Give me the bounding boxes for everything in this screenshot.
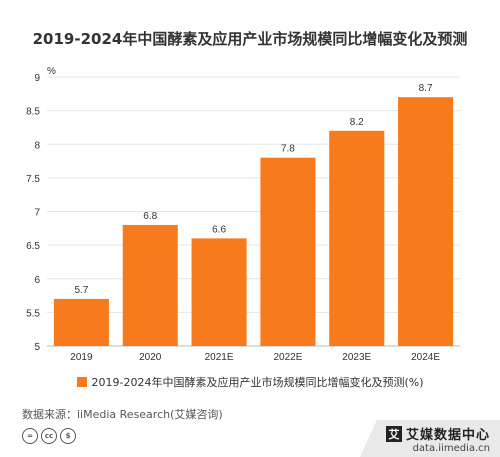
- y-tick-label: 6.5: [26, 241, 40, 252]
- brand-domain: data.iimedia.cn: [412, 443, 490, 454]
- bar: [398, 97, 454, 346]
- bars: [53, 97, 454, 346]
- data-label: 7.8: [281, 144, 295, 155]
- x-tick-label: 2021E: [205, 352, 234, 363]
- brand-band: [360, 420, 500, 457]
- y-tick-label: 8.5: [26, 107, 40, 118]
- brand-logo-icon: 艾: [385, 425, 402, 442]
- y-tick-label: 5: [34, 342, 40, 353]
- y-tick-label: 8: [34, 140, 40, 151]
- x-tick-label: 2019: [70, 352, 93, 363]
- license-icons: = cc $: [22, 428, 76, 444]
- x-tick-label: 2023E: [342, 352, 371, 363]
- legend: 2019-2024年中国酵素及应用产业市场规模同比增幅变化及预测(%): [0, 374, 500, 390]
- y-tick-label: 7.5: [26, 174, 40, 185]
- y-tick-label: 7: [34, 208, 40, 219]
- cc-dollar-icon: $: [60, 428, 76, 444]
- legend-swatch: [76, 377, 87, 387]
- legend-label: 2019-2024年中国酵素及应用产业市场规模同比增幅变化及预测(%): [91, 376, 424, 389]
- source-note: 数据来源：iiMedia Research(艾媒咨询): [22, 408, 223, 421]
- data-label: 8.2: [350, 117, 364, 128]
- data-label: 6.6: [212, 224, 226, 235]
- y-tick-label: 9: [34, 73, 40, 84]
- bar: [329, 130, 385, 346]
- y-axis: 5 5.5 6 6.5 7 7.5 8 8.5 9: [26, 73, 460, 353]
- data-label: 6.8: [143, 211, 157, 222]
- bar: [53, 298, 109, 346]
- y-unit-label: %: [47, 66, 56, 77]
- data-label: 5.7: [74, 285, 88, 296]
- y-tick-label: 6: [34, 275, 40, 286]
- bar: [260, 157, 316, 346]
- bar: [191, 238, 247, 346]
- cc-equal-icon: =: [22, 428, 38, 444]
- y-tick-label: 5.5: [26, 308, 40, 319]
- data-label: 8.7: [419, 83, 433, 94]
- chart-title: 2019-2024年中国酵素及应用产业市场规模同比增幅变化及预测: [32, 30, 468, 48]
- bar: [122, 224, 178, 346]
- value-labels: 5.7 6.8 6.6 7.8 8.2 8.7: [74, 83, 433, 296]
- x-tick-label: 2022E: [273, 352, 302, 363]
- brand-watermark: 艾 艾媒数据中心 data.iimedia.cn: [385, 424, 490, 454]
- grid-lines: [47, 76, 460, 313]
- x-axis: 2019 2020 2021E 2022E 2023E 2024E: [70, 352, 440, 363]
- x-tick-label: 2020: [139, 352, 162, 363]
- cc-icon: cc: [41, 428, 57, 444]
- brand-name: 艾媒数据中心: [405, 428, 490, 443]
- x-tick-label: 2024E: [411, 352, 440, 363]
